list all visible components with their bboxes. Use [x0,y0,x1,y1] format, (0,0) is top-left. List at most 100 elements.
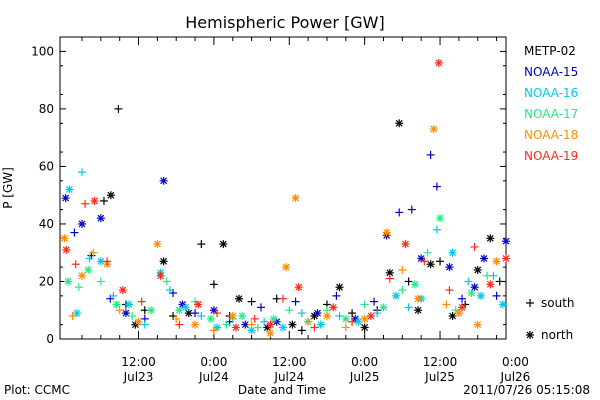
point-noaa-17-north [206,314,215,323]
point-noaa-19-north [329,303,338,312]
point-metp-02-north [473,265,482,274]
point-noaa-18-south [115,306,124,315]
point-metp-02-south [495,277,504,286]
point-noaa-18-north [228,311,237,320]
point-noaa-15-south [395,208,404,217]
point-noaa-18-north [360,314,369,323]
point-noaa-18-south [398,265,407,274]
point-noaa-15-north [445,263,454,272]
point-metp-02-south [348,309,357,318]
point-noaa-19-north [194,300,203,309]
point-noaa-16-south [85,254,94,263]
x-tick-label-date: Jul23 [123,370,154,384]
point-noaa-19-north [366,311,375,320]
point-noaa-18-north [77,271,86,280]
point-noaa-16-south [140,320,149,329]
marker-legend-plus-icon [526,299,534,307]
point-noaa-15-south [426,150,435,159]
point-metp-02-south [436,257,445,266]
point-noaa-19-south [420,257,429,266]
point-noaa-18-north [322,311,331,320]
legend-entry: METP-02 [524,44,576,58]
point-metp-02-north [385,268,394,277]
point-metp-02-south [247,297,256,306]
point-metp-02-north [426,260,435,269]
point-noaa-18-north [414,294,423,303]
point-noaa-15-south [257,303,266,312]
point-noaa-19-south [279,294,287,303]
point-noaa-16-south [404,303,413,312]
point-metp-02-north [395,119,404,128]
point-noaa-18-south [247,320,256,329]
point-metp-02-north [448,311,457,320]
x-tick-label-time: 12:00 [423,355,458,369]
point-noaa-17-south [222,320,231,329]
point-noaa-19-south [81,199,90,208]
point-noaa-15-north [480,254,489,263]
point-metp-02-north [235,294,244,303]
point-noaa-15-south [458,294,467,303]
point-noaa-16-north [392,291,401,300]
point-noaa-17-north [410,280,419,289]
point-noaa-16-south [77,168,86,177]
point-noaa-18-south [172,314,181,323]
point-noaa-19-south [71,260,80,269]
point-noaa-19-south [103,257,112,266]
point-noaa-19-south [348,317,357,326]
point-noaa-15-south [70,228,79,237]
data-points [60,58,510,338]
series-legend: METP-02 NOAA-15 NOAA-16 NOAA-17 NOAA-18 NOAA-… [524,44,578,163]
plot-frame [59,36,507,340]
point-noaa-16-south [432,225,441,234]
point-noaa-15-south [407,205,416,214]
y-tick-label: 100 [31,44,54,58]
point-noaa-17-north [379,303,388,312]
x-tick-label-time: 0:00 [502,355,529,369]
point-metp-02-north [106,191,115,200]
y-tick-label: 80 [39,102,54,116]
point-noaa-19-south [310,323,319,332]
point-noaa-18-south [209,326,218,335]
point-noaa-19-south [213,309,222,318]
point-noaa-15-north [502,237,510,246]
point-noaa-18-north [60,234,69,243]
point-noaa-15-south [432,182,441,191]
point-noaa-15-south [492,291,501,300]
point-noaa-17-south [74,283,83,292]
legend-entry: NOAA-18 [524,128,578,142]
point-noaa-18-north [473,320,482,329]
point-noaa-18-south [68,311,77,320]
footer-plot-credit: Plot: CCMC [4,383,70,397]
point-noaa-19-south [250,314,259,323]
point-noaa-17-south [285,306,294,315]
legend-entry: NOAA-15 [524,65,578,79]
y-tick-label: 60 [39,159,54,173]
point-noaa-19-south [175,320,184,329]
point-noaa-16-south [197,311,206,320]
point-noaa-18-north [134,317,143,326]
point-noaa-17-south [253,323,262,332]
point-noaa-16-north [476,291,485,300]
point-noaa-19-north [401,240,410,249]
point-noaa-17-south [360,300,369,309]
point-noaa-17-north [84,265,93,274]
point-noaa-16-north [498,300,507,309]
point-noaa-16-south [297,309,306,318]
point-noaa-16-south [464,277,473,286]
point-metp-02-south [297,326,306,335]
point-noaa-15-south [291,297,300,306]
point-metp-02-north [414,306,423,315]
point-noaa-16-north [65,185,74,194]
point-noaa-17-south [398,286,407,295]
marker-legend-star-icon [526,331,534,339]
point-noaa-16-north [125,300,134,309]
point-metp-02-south [209,280,218,289]
point-noaa-18-south [89,248,98,257]
point-noaa-15-north [61,194,70,203]
point-noaa-17-north [64,277,73,286]
point-noaa-19-north [502,254,510,263]
point-noaa-16-north [448,248,457,257]
point-noaa-15-north [121,309,130,318]
marker-legend: south north [526,296,575,342]
x-axis-label: Date and Time [238,383,326,397]
